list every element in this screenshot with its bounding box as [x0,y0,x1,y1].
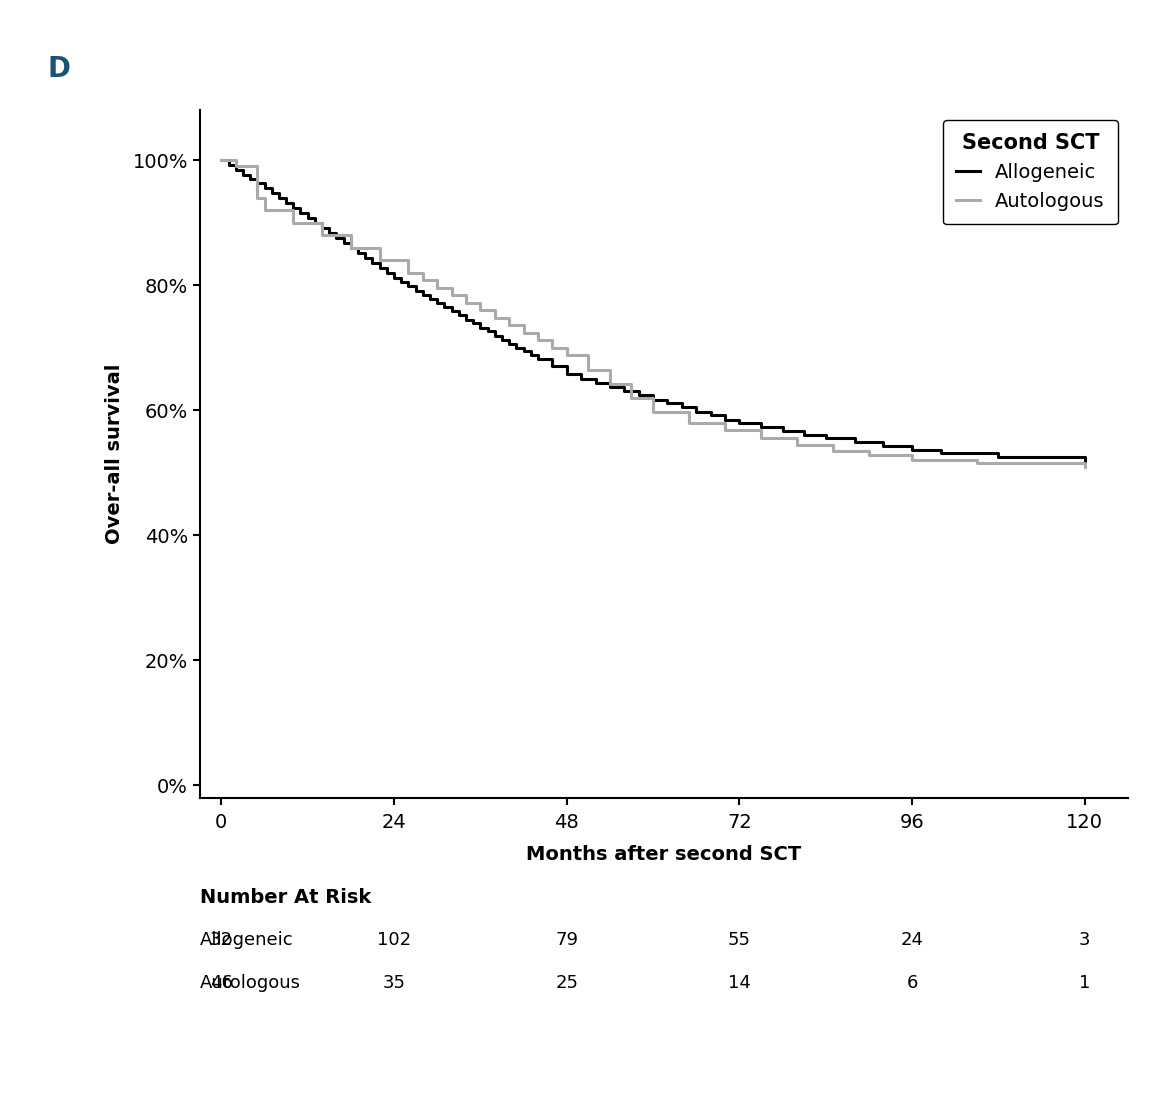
Text: 24: 24 [900,931,924,949]
Text: 72: 72 [727,813,752,832]
Legend: Allogeneic, Autologous: Allogeneic, Autologous [942,120,1119,225]
Text: D: D [47,55,70,83]
Text: 48: 48 [555,813,579,832]
Text: 46: 46 [210,974,233,992]
Text: Autologous: Autologous [200,974,301,992]
Text: Allogeneic: Allogeneic [200,931,294,949]
Text: 79: 79 [556,931,578,949]
Text: 96: 96 [900,813,925,832]
Text: 32: 32 [210,931,233,949]
Text: 35: 35 [383,974,405,992]
Text: 102: 102 [377,931,411,949]
Text: 25: 25 [556,974,578,992]
Text: 3: 3 [1079,931,1090,949]
Text: 120: 120 [1067,813,1103,832]
Text: 55: 55 [728,931,751,949]
Text: 14: 14 [728,974,751,992]
Text: 24: 24 [382,813,407,832]
Text: 0: 0 [215,813,228,832]
Text: 6: 6 [906,974,918,992]
Text: Months after second SCT: Months after second SCT [526,846,801,864]
Text: 1: 1 [1079,974,1090,992]
Text: Number At Risk: Number At Risk [200,889,371,907]
Y-axis label: Over-all survival: Over-all survival [105,363,125,544]
